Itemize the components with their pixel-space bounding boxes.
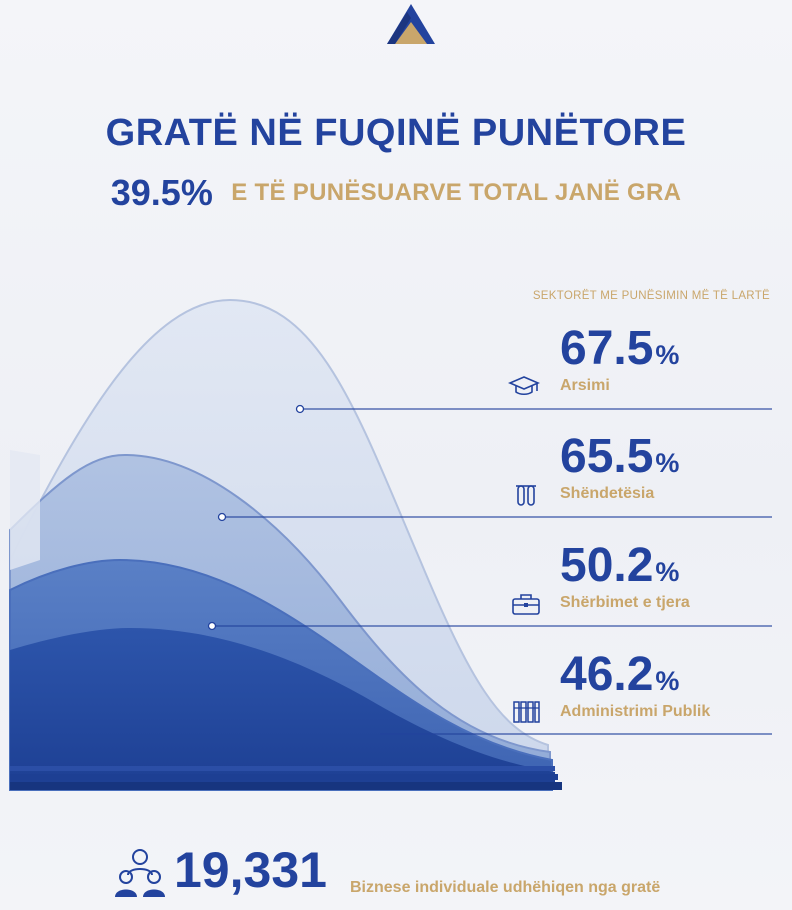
sector-value: 65.5% — [560, 430, 680, 483]
sector-label: Administrimi Publik — [560, 703, 711, 720]
headline-stat-text: E TË PUNËSUARVE TOTAL JANË GRA — [231, 179, 682, 206]
sector-stat-other-services: 50.2% Shërbimet e tjera — [560, 542, 690, 612]
sector-label: Shëndetësia — [560, 485, 655, 502]
briefcase-icon — [512, 594, 540, 615]
graduation-cap-icon — [508, 376, 540, 396]
sector-value: 46.2% — [560, 648, 680, 701]
sector-stat-health: 65.5% Shëndetësia — [560, 433, 679, 503]
sector-stat-education: 67.5% Arsimi — [560, 325, 679, 395]
logo-icon — [387, 4, 435, 44]
sector-stat-public-administration: 46.2% Administrimi Publik — [560, 651, 710, 721]
business-caption: Biznese individuale udhëhiqen nga gratë — [350, 879, 661, 896]
sector-value: 50.2% — [560, 539, 680, 592]
headline-stat: 39.5% E TË PUNËSUARVE TOTAL JANË GRA — [0, 172, 792, 214]
sectors-heading: SEKTORËT ME PUNËSIMIN MË TË LARTË — [532, 290, 770, 302]
sector-label: Shërbimet e tjera — [560, 594, 690, 611]
business-count: 19,331 — [174, 842, 327, 898]
page-title: GRATË NË FUQINË PUNËTORE — [105, 112, 687, 154]
people-group-icon — [115, 849, 165, 897]
binders-icon — [513, 701, 540, 723]
sector-label: Arsimi — [560, 377, 610, 394]
headline-stat-value: 39.5% — [110, 172, 213, 213]
test-tubes-icon — [516, 485, 536, 506]
sector-value: 67.5% — [560, 322, 680, 375]
